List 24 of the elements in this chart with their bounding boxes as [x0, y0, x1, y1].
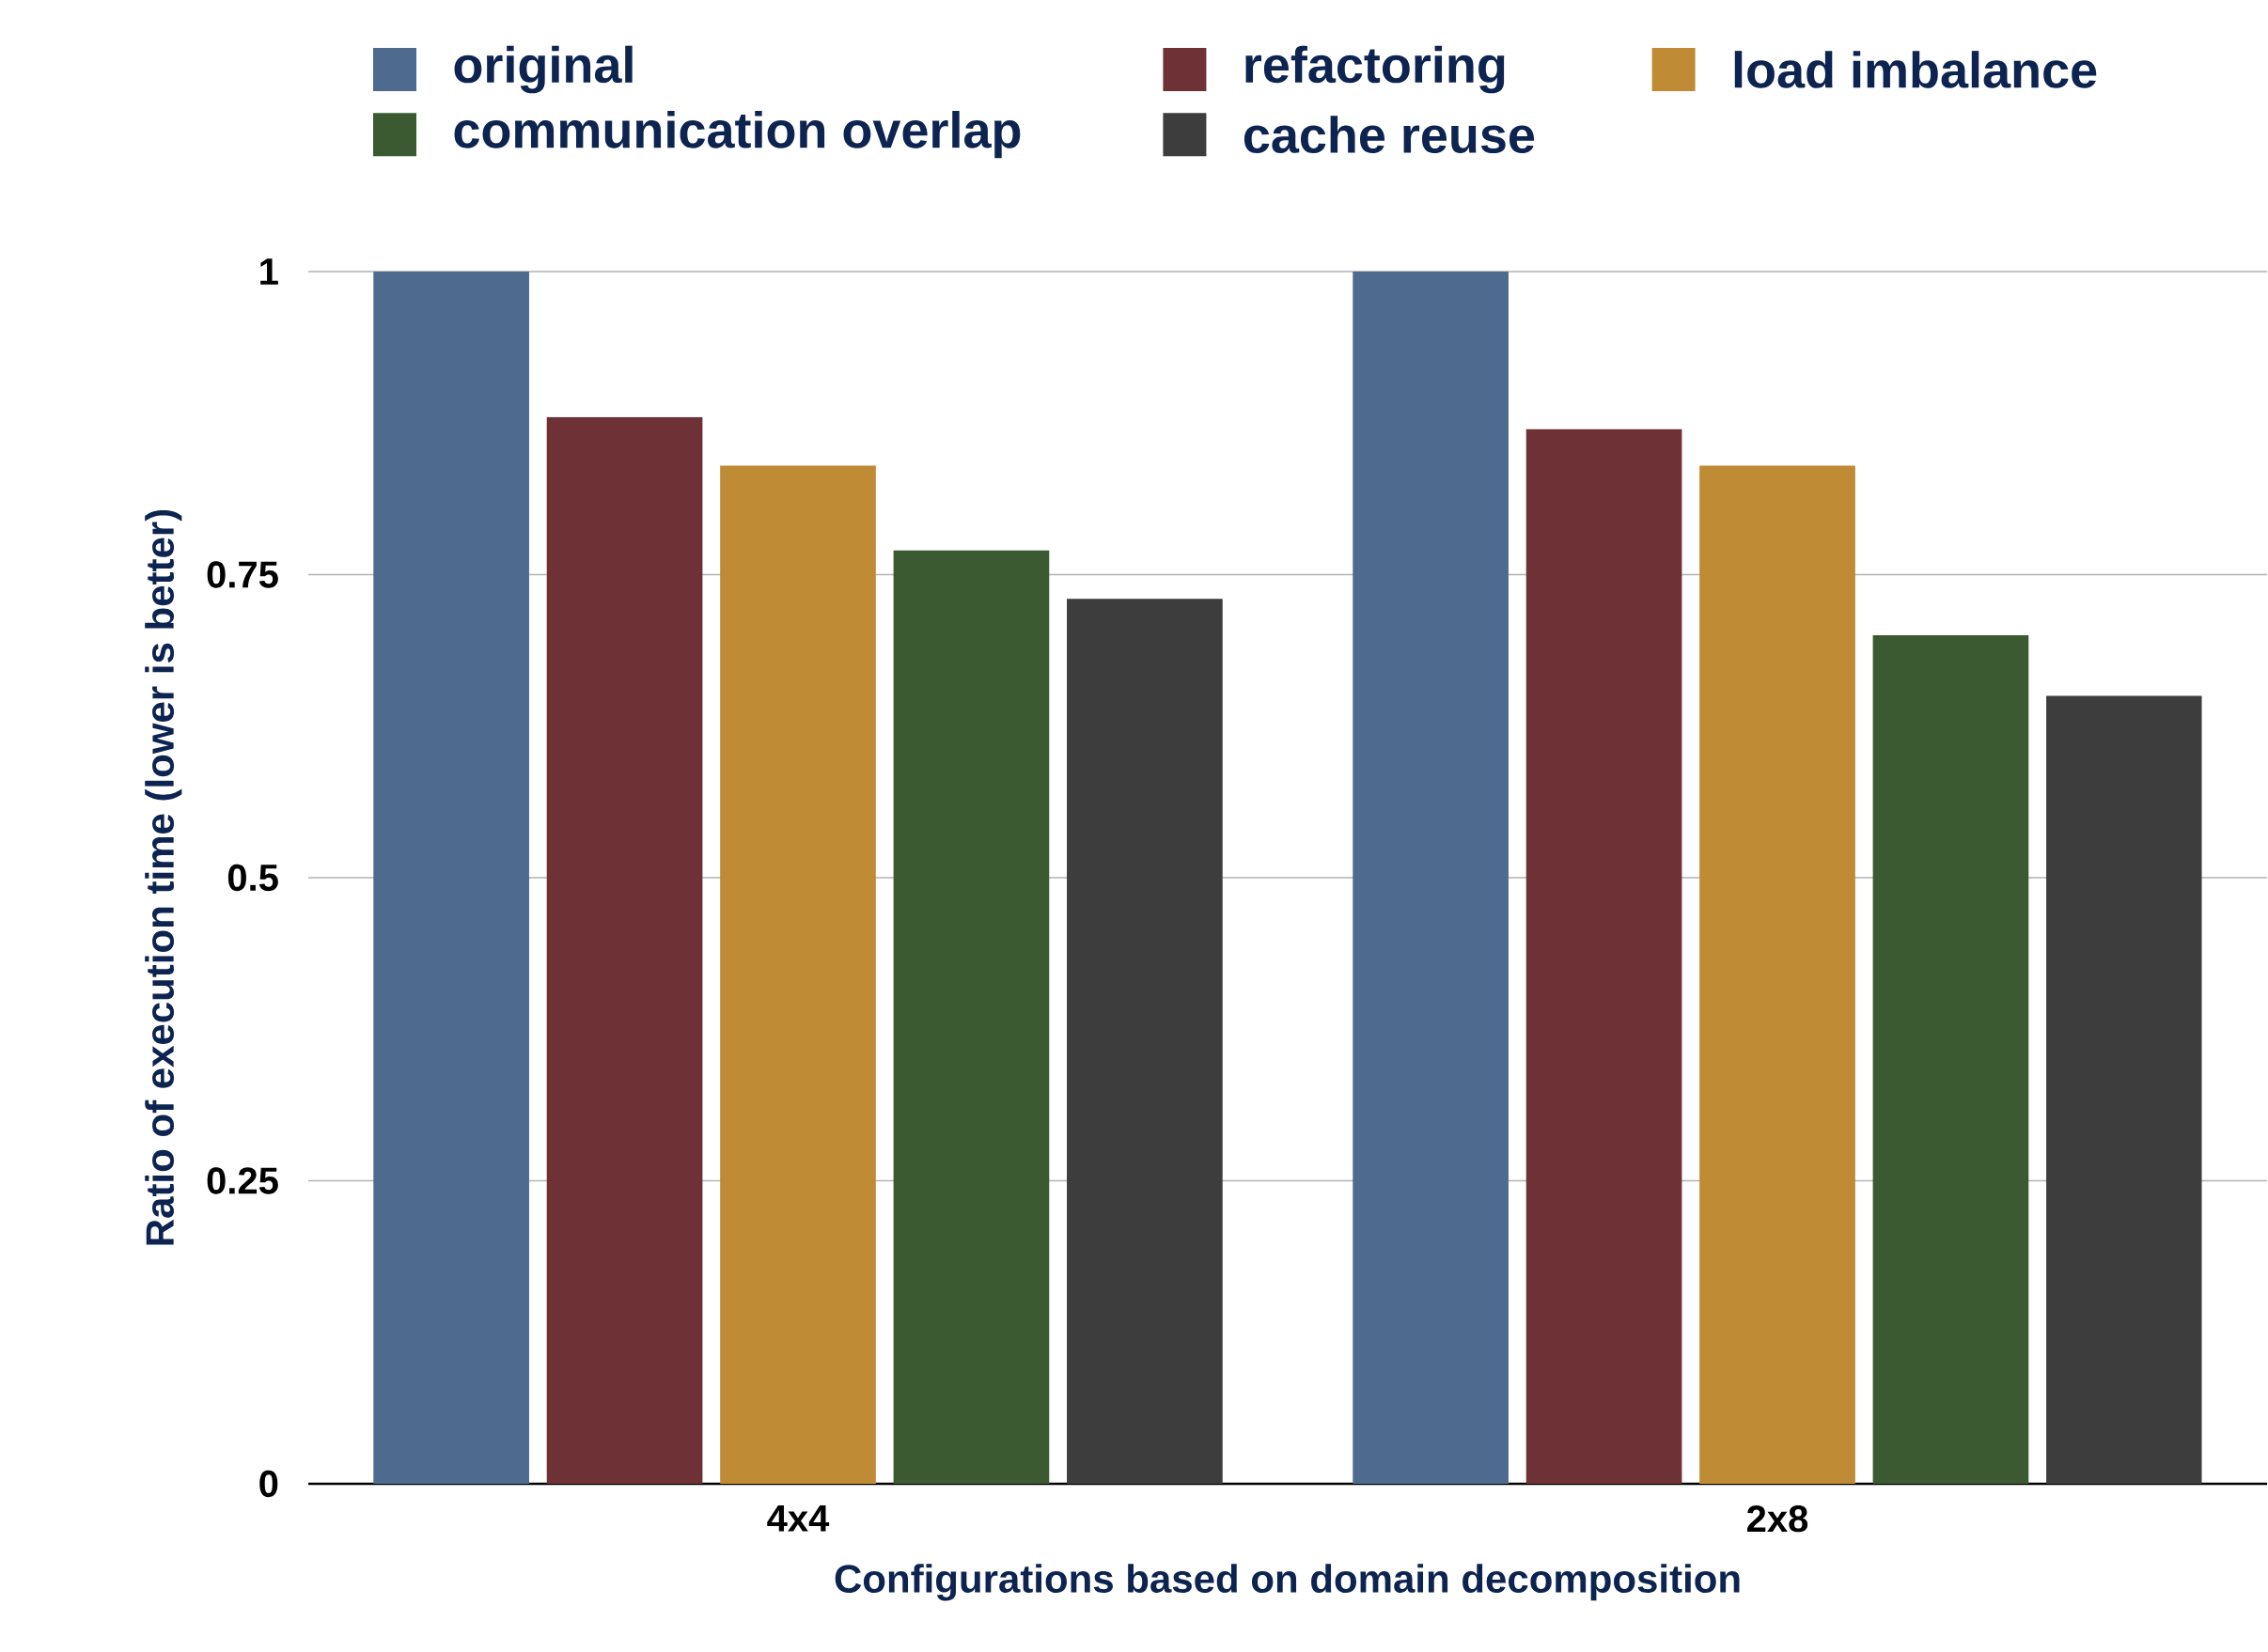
bar [1525, 429, 1682, 1484]
bar [1699, 465, 1855, 1484]
y-tick-label: 0.75 [207, 561, 278, 588]
bar [546, 416, 703, 1484]
legend-label: load imbalance [1734, 51, 2097, 88]
y-tick-label: 0.5 [227, 864, 278, 892]
bar [2046, 695, 2202, 1484]
y-axis-title: Ratio of execution time (lower is better) [145, 509, 182, 1245]
legend-label: refactoring [1245, 45, 1505, 94]
bar [1872, 634, 2029, 1484]
y-tick-label: 0.25 [207, 1167, 278, 1194]
legend-label: original [454, 45, 633, 94]
x-tick-label: 2x8 [1747, 1505, 1808, 1533]
legend-label: cache reuse [1243, 116, 1535, 154]
y-tick-label: 0 [259, 1470, 278, 1498]
x-tick-label: 4x4 [767, 1505, 830, 1532]
y-tick-label: 1 [260, 258, 278, 285]
x-axis-title: Configurations based on domain decomposition [835, 1564, 1740, 1601]
bar [720, 465, 876, 1484]
bar [1067, 599, 1223, 1484]
bar [893, 550, 1050, 1484]
legend-label: communication overlap [454, 111, 1021, 159]
bar [373, 271, 529, 1484]
bar [1353, 271, 1509, 1484]
